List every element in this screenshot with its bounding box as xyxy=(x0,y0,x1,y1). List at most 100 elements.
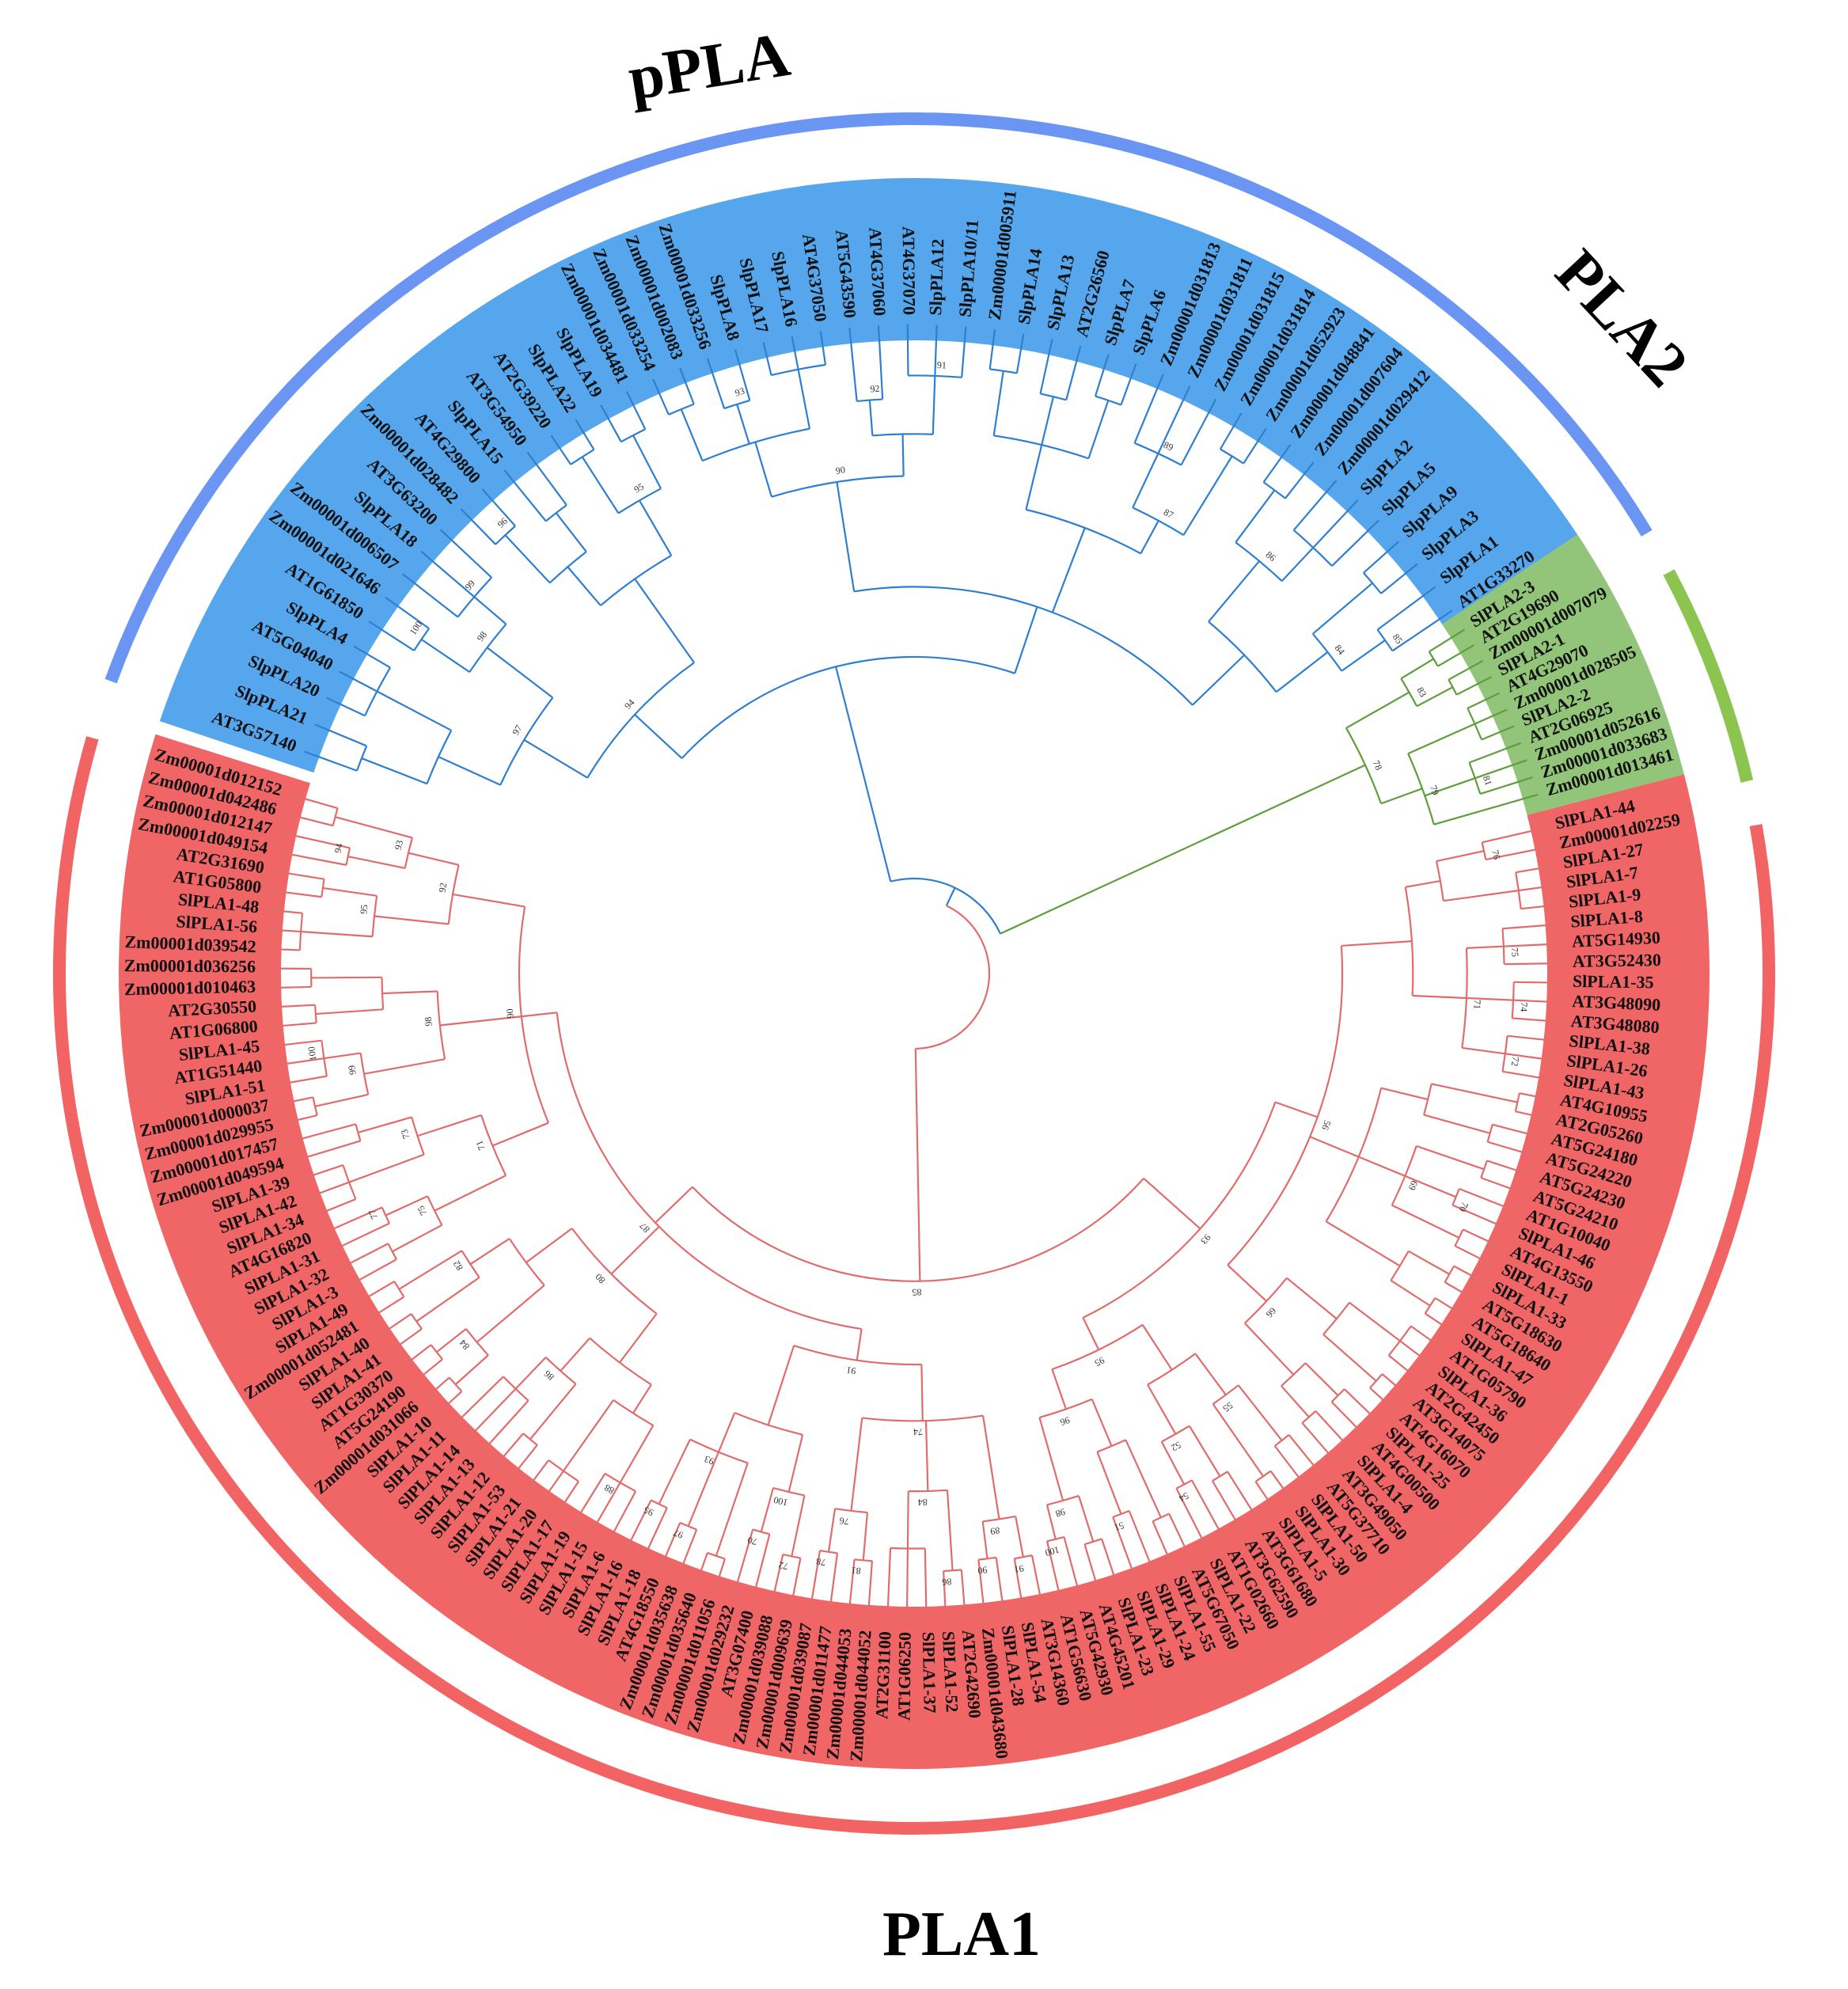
bootstrap-value: 66 xyxy=(1264,1305,1278,1319)
branch-arc xyxy=(1097,1439,1126,1453)
branch-segment xyxy=(1412,994,1467,1000)
branch-segment xyxy=(1486,1160,1531,1176)
bootstrap-value: 81 xyxy=(1481,774,1494,787)
branch-segment xyxy=(355,1280,395,1305)
branch-arc xyxy=(586,662,695,779)
branch-segment xyxy=(376,690,452,731)
bootstrap-value: 55 xyxy=(1221,1400,1235,1414)
branch-segment xyxy=(1212,1403,1264,1477)
branch-segment xyxy=(1349,1301,1401,1342)
branch-segment xyxy=(1120,363,1137,405)
bootstrap-value: 75 xyxy=(415,1204,429,1217)
branch-segment xyxy=(850,1418,863,1512)
branch-arc xyxy=(387,1243,398,1260)
branch-segment xyxy=(760,1487,775,1532)
branch-segment xyxy=(1014,606,1038,674)
branch-segment xyxy=(399,1344,432,1370)
branch-segment xyxy=(402,573,459,618)
bootstrap-value: 87 xyxy=(637,1220,651,1235)
branch-segment xyxy=(436,1328,467,1353)
bootstrap-value: 79 xyxy=(1428,784,1441,796)
branch-segment xyxy=(1400,658,1434,680)
branch-segment xyxy=(1322,1334,1377,1382)
clade-bands xyxy=(118,177,1709,1769)
branch-segment xyxy=(1391,609,1453,652)
branch-arc xyxy=(1134,442,1182,466)
branch-segment xyxy=(1015,333,1025,374)
branch-segment xyxy=(605,1490,637,1546)
branch-segment xyxy=(521,1012,557,1018)
branch-segment xyxy=(995,1557,1006,1617)
branch-segment xyxy=(290,793,338,810)
bootstrap-value: 82 xyxy=(451,1258,465,1273)
branch-segment xyxy=(1505,1053,1558,1062)
branch-arc xyxy=(651,1499,668,1509)
branch-segment xyxy=(575,419,595,450)
branch-segment xyxy=(385,596,430,629)
branch-arc xyxy=(430,1344,443,1361)
branch-segment xyxy=(1275,651,1329,693)
bootstrap-value: 93 xyxy=(1198,1232,1212,1246)
group-arc-pla2 xyxy=(1663,569,1754,783)
branch-arc xyxy=(1451,1188,1460,1206)
bootstrap-value: 84 xyxy=(457,1338,472,1352)
branch-segment xyxy=(278,1096,313,1106)
branch-segment xyxy=(436,1391,463,1415)
branch-segment xyxy=(1341,639,1386,672)
branch-segment xyxy=(679,367,695,405)
branch-arc xyxy=(314,1004,317,1023)
branch-segment xyxy=(1194,1353,1227,1395)
branch-arc xyxy=(1404,886,1414,996)
branch-segment xyxy=(460,508,496,545)
branch-segment xyxy=(285,812,333,827)
branch-segment xyxy=(1065,346,1082,400)
bootstrap-value: 83 xyxy=(1414,685,1429,699)
branch-segment xyxy=(1157,385,1191,454)
branch-segment xyxy=(1443,890,1519,902)
branch-arc xyxy=(469,623,507,673)
branch-arc xyxy=(1428,651,1439,667)
branch-segment xyxy=(1025,444,1043,511)
bootstrap-value: 90 xyxy=(504,1008,516,1019)
branch-arc xyxy=(410,1313,423,1330)
bootstrap-value: 98 xyxy=(1054,1506,1066,1520)
branch-segment xyxy=(363,1058,446,1075)
branch-segment xyxy=(292,1140,361,1163)
branch-segment xyxy=(715,1463,749,1557)
bootstrap-value: 99 xyxy=(462,578,476,592)
branch-arc xyxy=(381,1207,390,1224)
branch-segment xyxy=(634,578,695,663)
branch-segment xyxy=(491,1122,549,1147)
branch-segment xyxy=(1376,586,1436,631)
branch-segment xyxy=(476,1285,545,1343)
bootstrap-value: 92 xyxy=(870,383,880,395)
branch-segment xyxy=(266,1004,316,1009)
branch-segment xyxy=(734,349,751,401)
branch-arc xyxy=(427,1195,443,1226)
branch-arc xyxy=(1152,1513,1170,1522)
branch-arc xyxy=(480,1114,507,1176)
branch-segment xyxy=(1125,1439,1162,1518)
branch-segment xyxy=(1051,527,1086,613)
branch-segment xyxy=(385,1195,428,1217)
bootstrap-value: 91 xyxy=(937,359,947,370)
branch-arc xyxy=(793,1344,922,1365)
branch-segment xyxy=(906,1491,909,1549)
branch-arc xyxy=(1454,1228,1464,1247)
branch-segment xyxy=(1182,455,1233,536)
branch-segment xyxy=(523,1459,550,1494)
branch-segment xyxy=(526,451,567,506)
branch-segment xyxy=(1188,1425,1221,1477)
branch-segment xyxy=(376,1313,412,1338)
branch-segment xyxy=(1434,1296,1466,1318)
branch-segment xyxy=(906,325,909,376)
branch-segment xyxy=(1132,453,1159,508)
bootstrap-value: 95 xyxy=(632,480,646,495)
branch-segment xyxy=(943,1570,947,1623)
branch-segment xyxy=(981,1521,989,1559)
bootstrap-value: 85 xyxy=(912,1287,921,1298)
branch-segment xyxy=(1399,1340,1432,1366)
branch-segment xyxy=(619,1313,658,1364)
branch-segment xyxy=(623,1499,652,1555)
branch-segment xyxy=(1133,374,1164,444)
